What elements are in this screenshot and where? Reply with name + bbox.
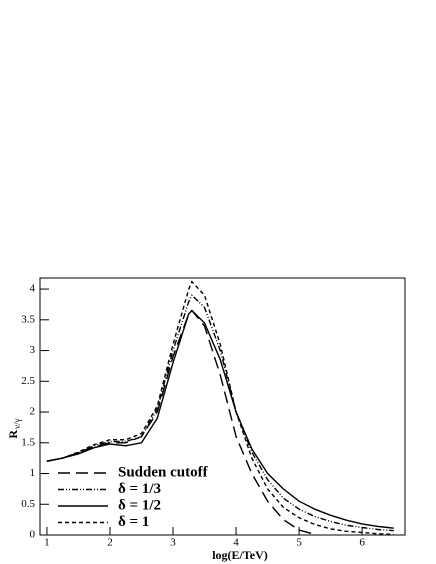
y-tick-label: 1.5 <box>21 436 35 448</box>
x-tick-label: 4 <box>233 537 239 549</box>
y-tick-label: 2.5 <box>21 375 35 387</box>
y-axis-label: R ν/γ <box>6 418 22 438</box>
y-tick-label: 0 <box>30 529 36 541</box>
plot-frame <box>39 277 406 536</box>
legend-label: δ = 1/3 <box>118 481 161 497</box>
legend-label: δ = 1/2 <box>118 497 161 513</box>
y-axis-label-main: R <box>6 430 20 439</box>
y-tick-label: 4 <box>30 283 36 295</box>
x-axis-label: log(E/TeV) <box>212 548 268 562</box>
series-line <box>46 309 316 536</box>
x-tick-label: 5 <box>296 537 302 549</box>
y-axis-label-sub: ν/γ <box>12 418 22 429</box>
legend-label: δ = 1 <box>118 514 149 530</box>
y-tick-label: 0.5 <box>21 498 35 510</box>
y-tick-label: 1 <box>30 467 36 479</box>
y-tick-label: 3 <box>30 344 36 356</box>
x-tick-label: 3 <box>170 537 176 549</box>
x-tick-label: 2 <box>107 537 113 549</box>
series-line <box>46 280 394 536</box>
y-tick-label: 2 <box>30 406 36 418</box>
x-tick-label: 6 <box>359 537 365 549</box>
series-line <box>46 309 394 529</box>
x-tick-label: 1 <box>44 537 50 549</box>
series-line <box>46 294 394 532</box>
legend-label: Sudden cutoff <box>118 464 209 480</box>
y-tick-label: 3.5 <box>21 313 35 325</box>
